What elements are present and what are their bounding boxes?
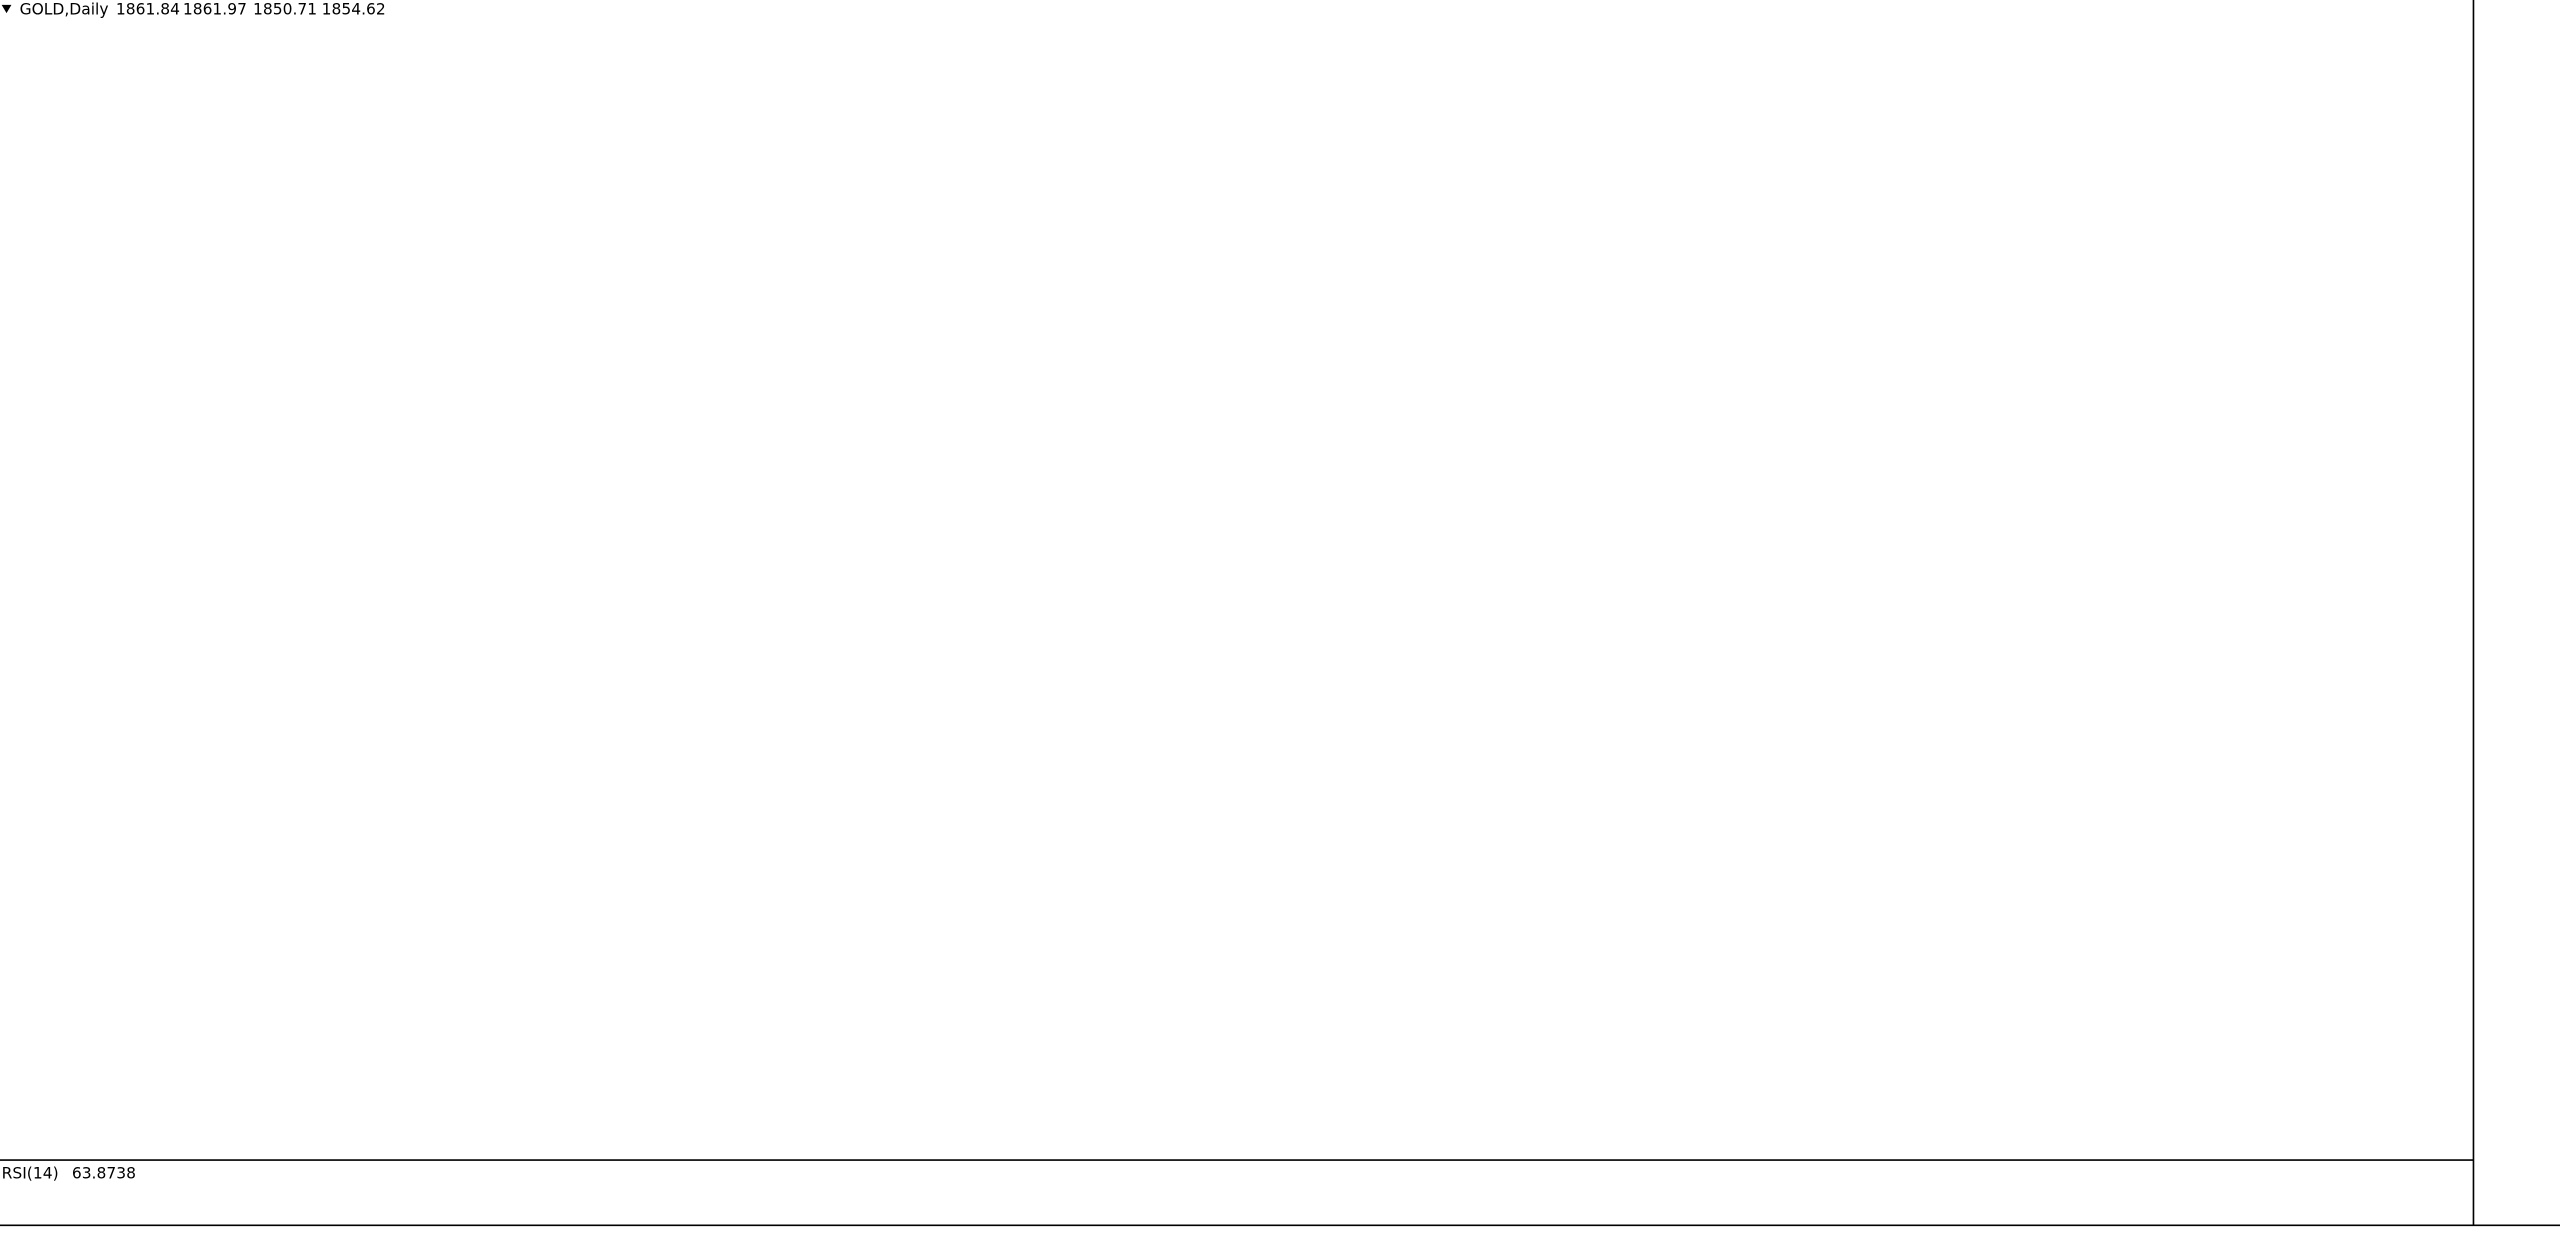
- header-open: 1861.84: [116, 0, 180, 18]
- header-close: 1854.62: [322, 0, 386, 18]
- indicator-name: RSI(14): [2, 1164, 59, 1182]
- symbol-title: GOLD,Daily: [20, 0, 109, 18]
- header-high: 1861.97: [183, 0, 247, 18]
- menu-arrow: [1, 4, 12, 14]
- header-low: 1850.71: [253, 0, 317, 18]
- indicator-value: 63.8738: [72, 1164, 136, 1182]
